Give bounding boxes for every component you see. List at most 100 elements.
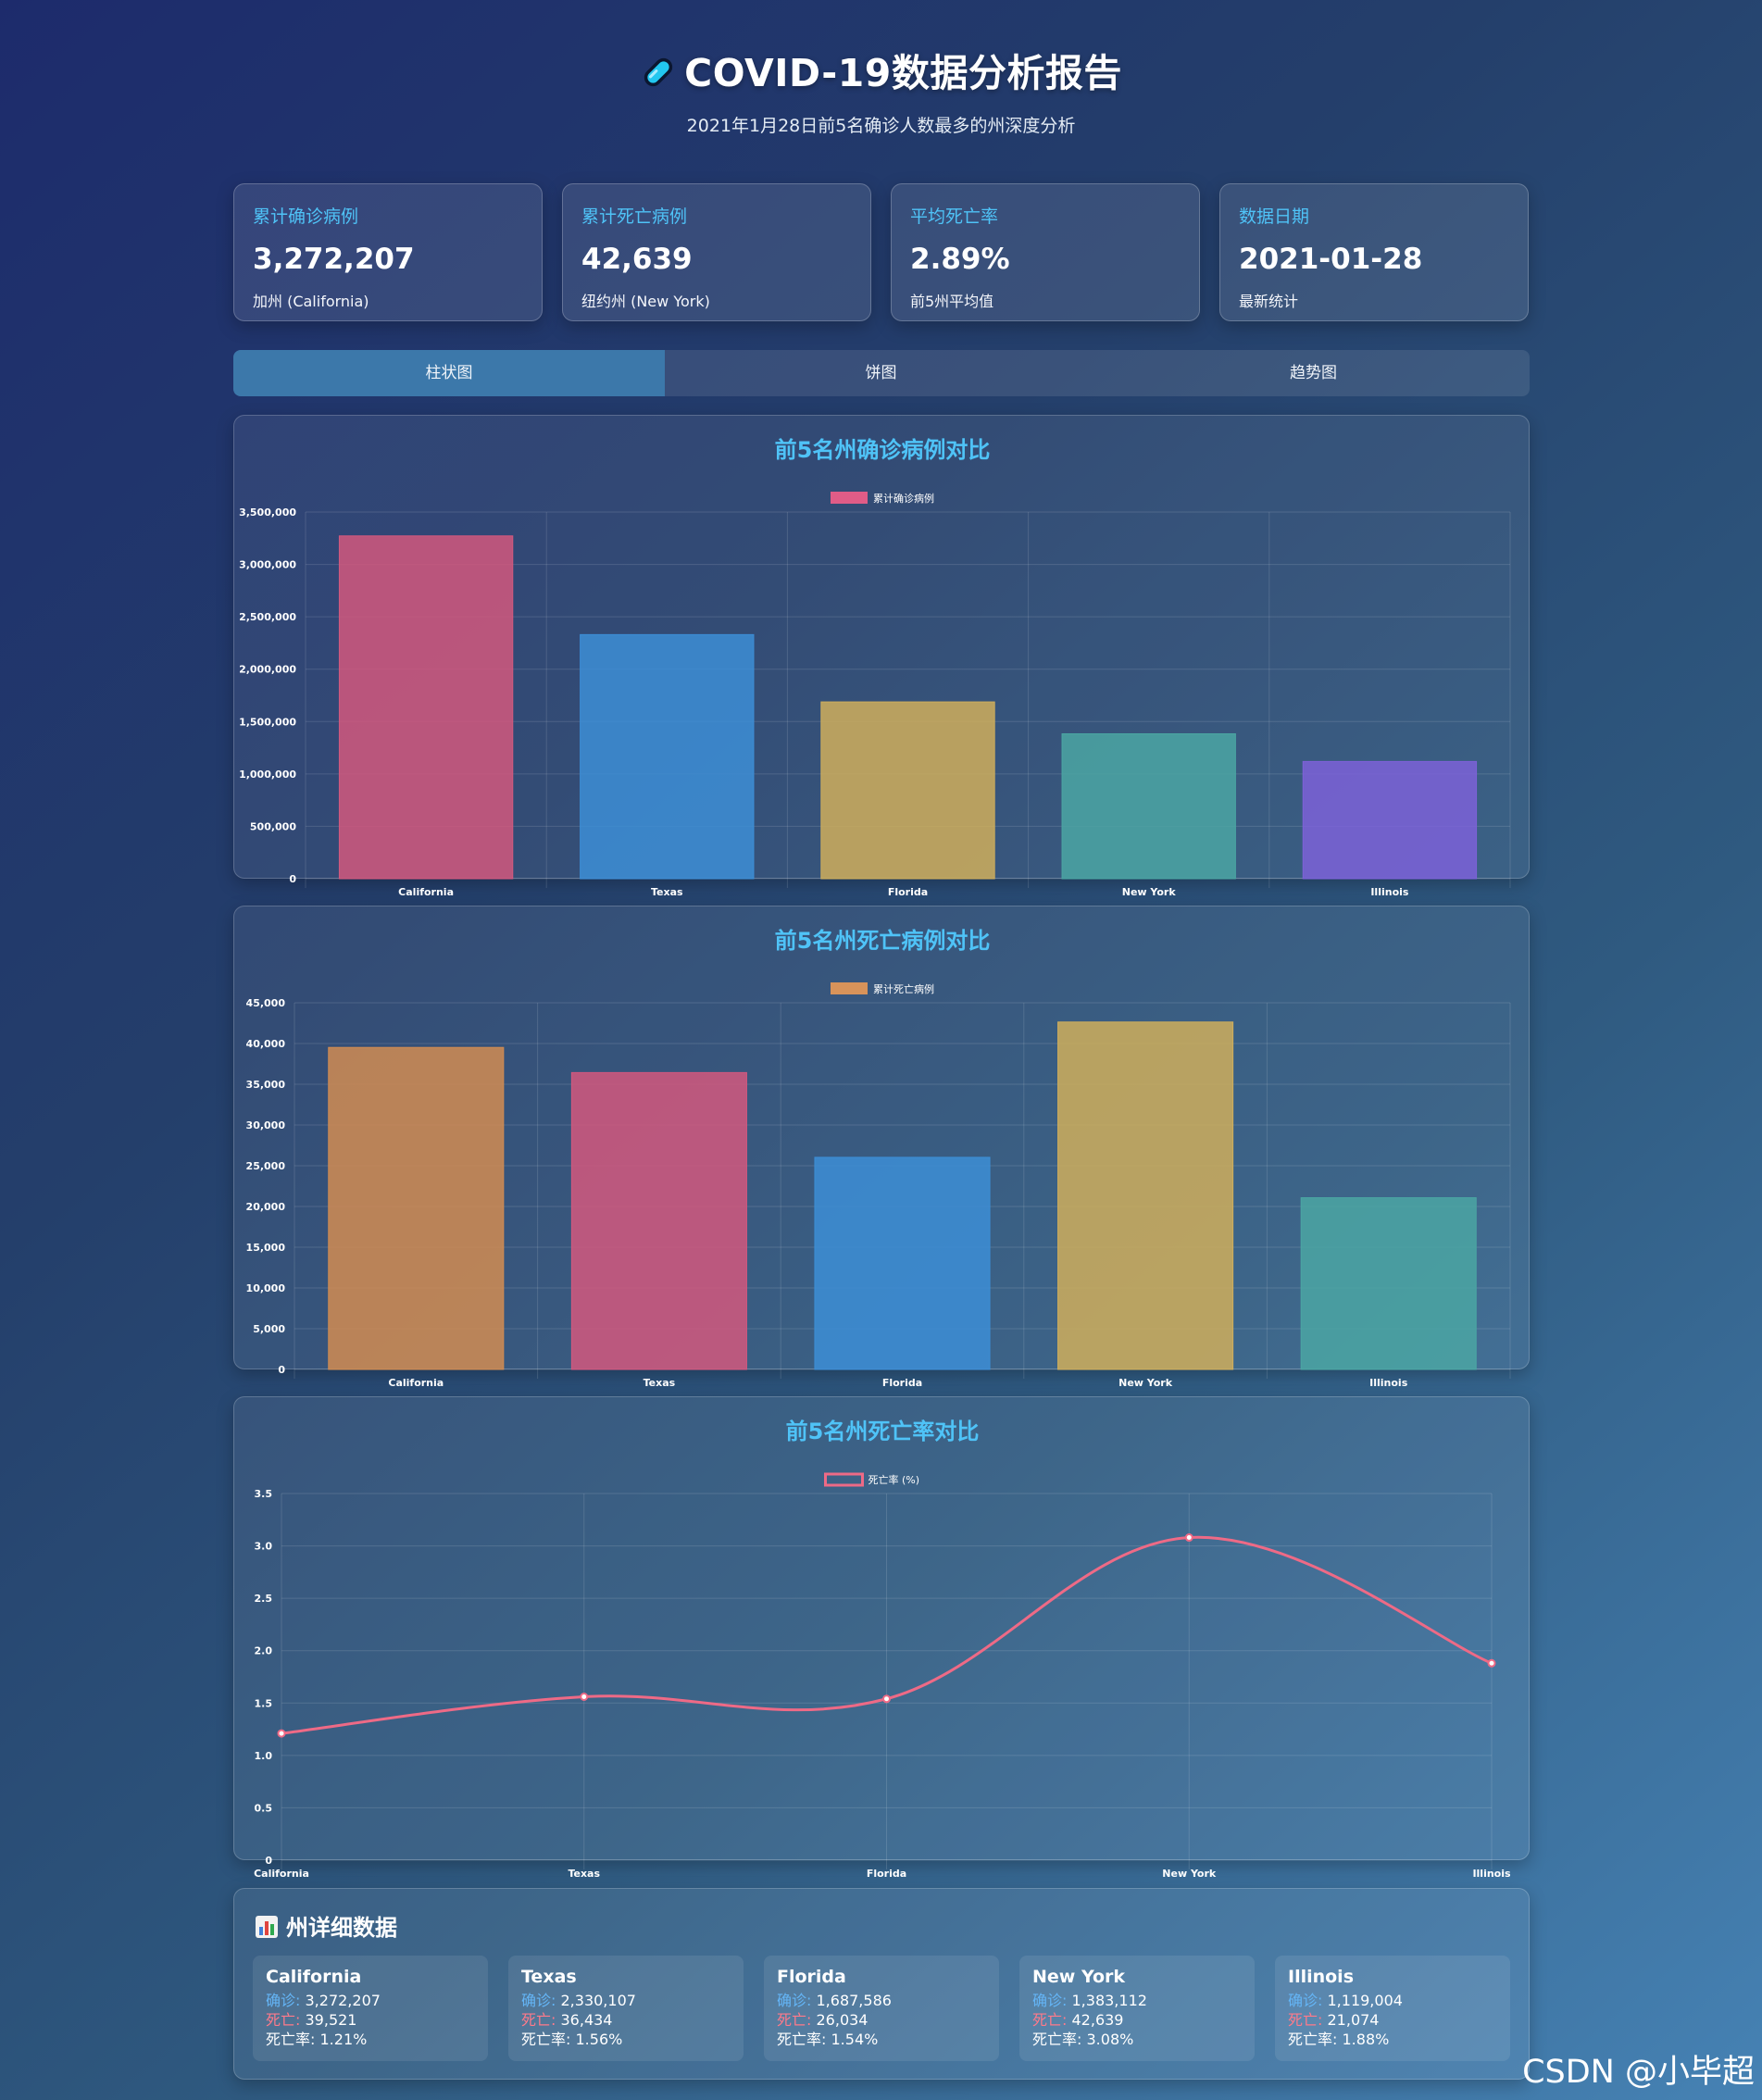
legend-swatch	[831, 982, 868, 994]
point-illinois	[1487, 1658, 1496, 1668]
legend-label: 累计确诊病例	[873, 492, 934, 505]
chart-title: 前5名州死亡率对比	[786, 1419, 980, 1444]
kpi-card-avg-death-rate: 平均死亡率 2.89% 前5州平均值	[891, 183, 1200, 321]
death-value: 42,639	[1071, 2011, 1124, 2029]
bar-florida	[814, 1156, 991, 1370]
bar-illinois	[1302, 760, 1478, 880]
death-label: 死亡:	[266, 2011, 301, 2029]
page-title-text: COVID-19数据分析报告	[684, 51, 1122, 95]
x-tick-label: California	[254, 1868, 309, 1880]
kpi-value: 3,272,207	[253, 243, 415, 276]
rate-label: 死亡率:	[521, 2031, 571, 2048]
confirmed-value: 1,383,112	[1071, 1992, 1147, 2009]
chart-type-tabs: 柱状图 饼图 趋势图	[233, 350, 1530, 396]
kpi-value: 42,639	[581, 243, 693, 276]
kpi-note: 最新统计	[1239, 293, 1299, 310]
bar-florida	[820, 701, 995, 880]
death-value: 36,434	[560, 2011, 613, 2029]
tab-bar-chart[interactable]: 柱状图	[233, 350, 665, 396]
rate-value: 1.21%	[319, 2031, 368, 2048]
bar-illinois	[1300, 1197, 1477, 1370]
y-tick-label: 20,000	[246, 1201, 286, 1213]
y-tick-label: 3.5	[255, 1488, 273, 1500]
confirmed-value: 3,272,207	[305, 1992, 381, 2009]
y-tick-label: 25,000	[246, 1160, 286, 1172]
y-tick-label: 5,000	[253, 1323, 285, 1335]
confirmed-value: 1,119,004	[1327, 1992, 1403, 2009]
rate-value: 1.54%	[831, 2031, 879, 2048]
y-tick-label: 3,500,000	[239, 506, 296, 519]
state-name: Florida	[777, 1967, 846, 1987]
bar-california	[328, 1046, 505, 1370]
line-series-death-rate	[281, 1535, 1493, 1735]
deaths-chart-panel: 前5名州死亡病例对比 累计死亡病例 0 5,000 10,000 15,000 20,000…	[233, 906, 1530, 1389]
x-tick-label: Florida	[888, 886, 928, 898]
x-tick-label: California	[388, 1377, 444, 1389]
state-name: Texas	[521, 1967, 577, 1987]
y-tick-label: 1,500,000	[239, 716, 296, 728]
confirmed-label: 确诊:	[1032, 1992, 1068, 2009]
death-label: 死亡:	[1288, 2011, 1323, 2029]
confirmed-label: 确诊:	[266, 1992, 301, 2009]
x-tick-label: Illinois	[1472, 1868, 1511, 1880]
confirmed-value: 2,330,107	[560, 1992, 636, 2009]
tab-trend-chart[interactable]: 趋势图	[1290, 364, 1337, 382]
kpi-value: 2021-01-28	[1239, 243, 1423, 276]
state-card-new-york: New York 确诊: 1,383,112 死亡: 42,639 死亡率: 3…	[1019, 1956, 1255, 2061]
kpi-note: 纽约州 (New York)	[581, 293, 710, 310]
kpi-card-total-deaths: 累计死亡病例 42,639 纽约州 (New York)	[562, 183, 871, 321]
bar-texas	[570, 1071, 747, 1370]
y-tick-label: 1.0	[255, 1750, 273, 1762]
kpi-label: 平均死亡率	[910, 206, 999, 227]
x-tick-label: Texas	[644, 1377, 676, 1389]
kpi-card-data-date: 数据日期 2021-01-28 最新统计	[1219, 183, 1529, 321]
point-new-york	[1184, 1533, 1193, 1543]
x-tick-label: Texas	[651, 886, 683, 898]
y-tick-label: 3,000,000	[239, 559, 296, 571]
y-tick-label: 0	[265, 1855, 272, 1867]
state-card-texas: Texas 确诊: 2,330,107 死亡: 36,434 死亡率: 1.56…	[508, 1956, 744, 2061]
bar-new-york	[1061, 733, 1236, 880]
y-tick-label: 45,000	[246, 997, 286, 1009]
y-tick-label: 10,000	[246, 1282, 286, 1294]
y-tick-label: 2,000,000	[239, 664, 296, 676]
x-tick-label: Florida	[867, 1868, 906, 1880]
death-label: 死亡:	[521, 2011, 556, 2029]
pill-icon	[640, 54, 677, 91]
x-tick-label: New York	[1162, 1868, 1217, 1880]
kpi-row: 累计确诊病例 3,272,207 加州 (California) 累计死亡病例 …	[233, 183, 1530, 322]
page-subtitle: 2021年1月28日前5名确诊人数最多的州深度分析	[686, 116, 1076, 136]
y-tick-label: 1,000,000	[239, 769, 296, 781]
legend-swatch	[824, 1472, 864, 1487]
bar-texas	[580, 633, 755, 880]
kpi-note: 加州 (California)	[253, 293, 369, 310]
kpi-label: 累计死亡病例	[581, 206, 688, 227]
rate-label: 死亡率:	[266, 2031, 316, 2048]
details-title-text: 州详细数据	[286, 1915, 397, 1941]
state-details-panel: 州详细数据 California 确诊: 3,272,207 死亡: 39,52…	[233, 1888, 1530, 2080]
state-name: Illinois	[1288, 1967, 1355, 1987]
x-tick-label: New York	[1122, 886, 1177, 898]
death-rate-chart-panel: 前5名州死亡率对比 死亡率 (%) 0 0.5 1.0 1.5 2.0 2.5 3.0 3.5 Ca…	[233, 1396, 1530, 1880]
kpi-card-total-confirmed: 累计确诊病例 3,272,207 加州 (California)	[233, 183, 543, 321]
tab-pie-chart[interactable]: 饼图	[865, 364, 897, 382]
y-tick-label: 3.0	[255, 1541, 273, 1553]
y-tick-label: 0	[289, 873, 296, 885]
bar-california	[338, 535, 514, 880]
kpi-label: 累计确诊病例	[253, 206, 359, 227]
y-tick-label: 35,000	[246, 1079, 286, 1091]
y-tick-label: 15,000	[246, 1242, 286, 1254]
state-name: New York	[1032, 1967, 1126, 1987]
rate-label: 死亡率:	[777, 2031, 827, 2048]
rate-value: 1.56%	[575, 2031, 623, 2048]
confirmed-chart-panel: 前5名州确诊病例对比 累计确诊病例 0 500,000 1,000,000 1,500,0…	[233, 415, 1530, 898]
x-tick-label: New York	[1118, 1377, 1173, 1389]
kpi-note: 前5州平均值	[910, 293, 994, 310]
confirmed-label: 确诊:	[521, 1992, 556, 2009]
state-card-florida: Florida 确诊: 1,687,586 死亡: 26,034 死亡率: 1.…	[764, 1956, 999, 2061]
y-tick-label: 2.5	[255, 1593, 273, 1605]
kpi-label: 数据日期	[1239, 206, 1310, 227]
y-tick-label: 40,000	[246, 1038, 286, 1050]
